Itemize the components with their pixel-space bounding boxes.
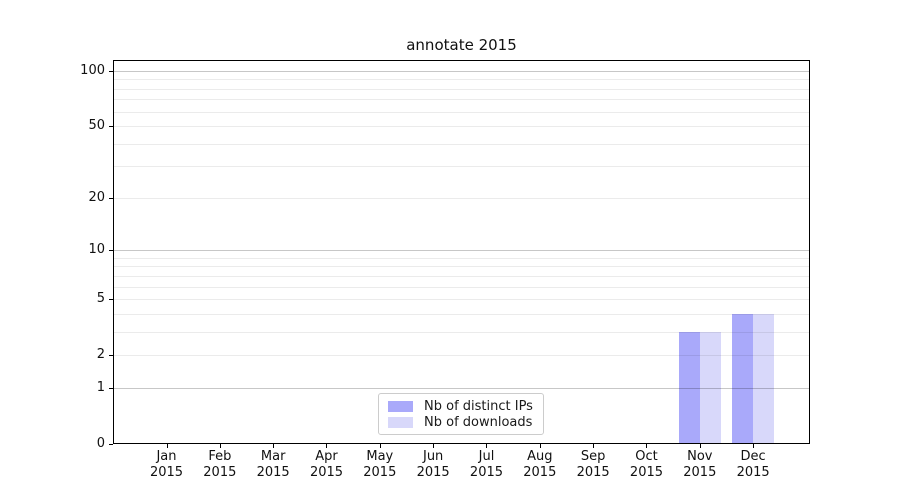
x-tick-mark-2: [273, 444, 275, 448]
legend-swatch-distinct-ips-icon: [388, 400, 413, 412]
y-tick-mark-10: [109, 250, 113, 252]
gridline-6: [114, 286, 809, 288]
gridline-9: [114, 257, 809, 259]
x-tick-label-10: Nov 2015: [683, 449, 717, 480]
gridline-7: [114, 275, 809, 277]
gridline-60: [114, 111, 809, 113]
y-tick-label-5: 5: [96, 291, 105, 307]
legend-item-downloads: Nb of downloads: [388, 415, 534, 430]
x-tick-label-0: Jan 2015: [149, 449, 184, 480]
y-tick-mark-2: [109, 355, 113, 357]
gridline-100: [114, 71, 809, 72]
bar-downloads-11: [753, 313, 775, 443]
x-tick-mark-9: [646, 444, 648, 448]
x-tick-mark-4: [379, 444, 381, 448]
y-tick-label-100: 100: [80, 63, 105, 78]
gridline-2: [114, 355, 809, 357]
chart-title: annotate 2015: [406, 36, 517, 54]
legend-swatch-downloads-icon: [388, 416, 413, 428]
x-tick-mark-11: [753, 444, 755, 448]
gridline-40: [114, 143, 809, 145]
gridline-20: [114, 197, 809, 199]
legend-label-downloads: Nb of downloads: [424, 414, 533, 430]
y-tick-label-20: 20: [88, 189, 105, 205]
y-tick-label-0: 0: [96, 436, 105, 451]
y-tick-label-1: 1: [96, 379, 105, 395]
bar-distinct-ips-10: [678, 331, 700, 443]
x-tick-label-9: Oct 2015: [629, 449, 664, 480]
x-tick-mark-10: [699, 444, 701, 448]
y-tick-label-2: 2: [96, 347, 105, 363]
gridline-90: [114, 79, 809, 81]
x-tick-label-8: Sep 2015: [576, 449, 610, 480]
x-tick-mark-1: [219, 444, 221, 448]
y-tick-mark-5: [109, 299, 113, 301]
y-tick-mark-50: [109, 126, 113, 128]
x-tick-label-11: Dec 2015: [736, 449, 770, 480]
x-tick-label-5: Jun 2015: [416, 449, 450, 480]
x-tick-mark-7: [539, 444, 541, 448]
gridline-1: [114, 387, 809, 389]
x-tick-label-7: Aug 2015: [523, 449, 557, 480]
gridline-3: [114, 331, 809, 333]
x-tick-mark-6: [486, 444, 488, 448]
x-tick-label-1: Feb 2015: [203, 449, 237, 480]
x-tick-label-3: Apr 2015: [309, 449, 344, 480]
legend: Nb of distinct IPs Nb of downloads: [378, 393, 544, 435]
y-tick-mark-20: [109, 197, 113, 199]
gridline-80: [114, 88, 809, 90]
x-tick-label-6: Jul 2015: [469, 449, 504, 480]
gridline-30: [114, 166, 809, 168]
x-tick-mark-8: [593, 444, 595, 448]
x-tick-label-2: Mar 2015: [256, 449, 290, 480]
legend-label-distinct-ips: Nb of distinct IPs: [424, 398, 533, 414]
y-tick-mark-0: [109, 444, 113, 445]
gridline-4: [114, 313, 809, 315]
y-tick-label-50: 50: [88, 118, 105, 134]
bar-downloads-10: [699, 331, 722, 443]
legend-item-distinct-ips: Nb of distinct IPs: [388, 399, 534, 414]
x-tick-label-4: May 2015: [363, 449, 397, 480]
gridline-70: [114, 99, 809, 101]
y-tick-label-10: 10: [88, 242, 105, 258]
y-tick-mark-100: [109, 71, 113, 72]
y-tick-mark-1: [109, 387, 113, 389]
x-tick-mark-5: [433, 444, 435, 448]
gridline-10: [114, 250, 809, 252]
x-tick-mark-3: [326, 444, 328, 448]
gridline-8: [114, 266, 809, 268]
x-tick-mark-0: [166, 444, 168, 448]
gridline-5: [114, 299, 809, 301]
bar-distinct-ips-11: [731, 313, 754, 443]
gridline-50: [114, 126, 809, 128]
